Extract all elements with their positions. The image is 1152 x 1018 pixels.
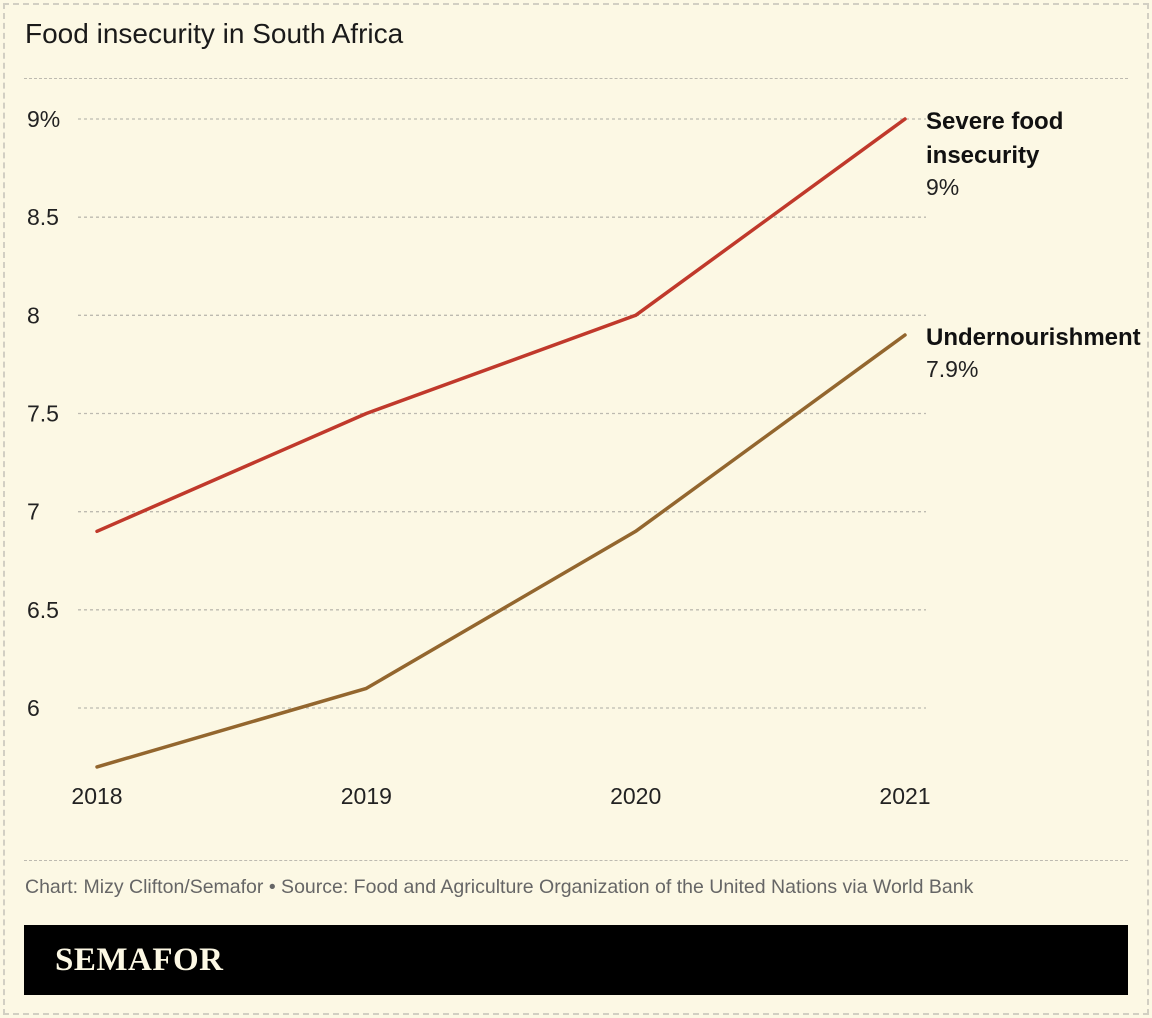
series-value-label: 7.9% xyxy=(926,356,978,382)
x-tick-label: 2019 xyxy=(341,783,392,809)
y-axis-ticks: 9% 8.5 8 7.5 7 6.5 6 xyxy=(27,106,60,721)
chart-frame xyxy=(3,3,1149,1015)
y-tick-label: 7.5 xyxy=(27,401,59,427)
y-tick-label: 7 xyxy=(27,499,40,525)
series-line-severe-food-insecurity xyxy=(95,117,907,534)
series-lines xyxy=(95,117,907,769)
series-name-label: Undernourishment xyxy=(926,324,1141,351)
bottom-divider xyxy=(24,860,1128,861)
series-name-label: insecurity xyxy=(926,142,1040,169)
line-chart: 9% 8.5 8 7.5 7 6.5 6 2018 2019 2020 2021 Severe f… xyxy=(27,106,1141,809)
x-axis-ticks: 2018 2019 2020 2021 xyxy=(71,783,930,809)
top-divider xyxy=(24,78,1128,79)
x-tick-label: 2018 xyxy=(71,783,122,809)
series-line-undernourishment xyxy=(95,333,907,769)
series-name-label: Severe food xyxy=(926,108,1063,135)
series-value-label: 9% xyxy=(926,174,959,200)
chart-title: Food insecurity in South Africa xyxy=(25,18,404,49)
y-tick-label: 8 xyxy=(27,302,40,328)
semafor-logo: SEMAFOR xyxy=(55,942,224,978)
source-note: Chart: Mizy Clifton/Semafor • Source: Fo… xyxy=(25,876,974,898)
brand-footer: SEMAFOR xyxy=(24,925,1128,995)
series-labels: Severe food insecurity 9% Undernourishment 7… xyxy=(926,108,1141,382)
y-tick-label: 9% xyxy=(27,106,60,132)
x-tick-label: 2020 xyxy=(610,783,661,809)
x-tick-label: 2021 xyxy=(879,783,930,809)
y-tick-label: 6.5 xyxy=(27,597,59,623)
y-tick-label: 8.5 xyxy=(27,204,59,230)
y-tick-label: 6 xyxy=(27,695,40,721)
